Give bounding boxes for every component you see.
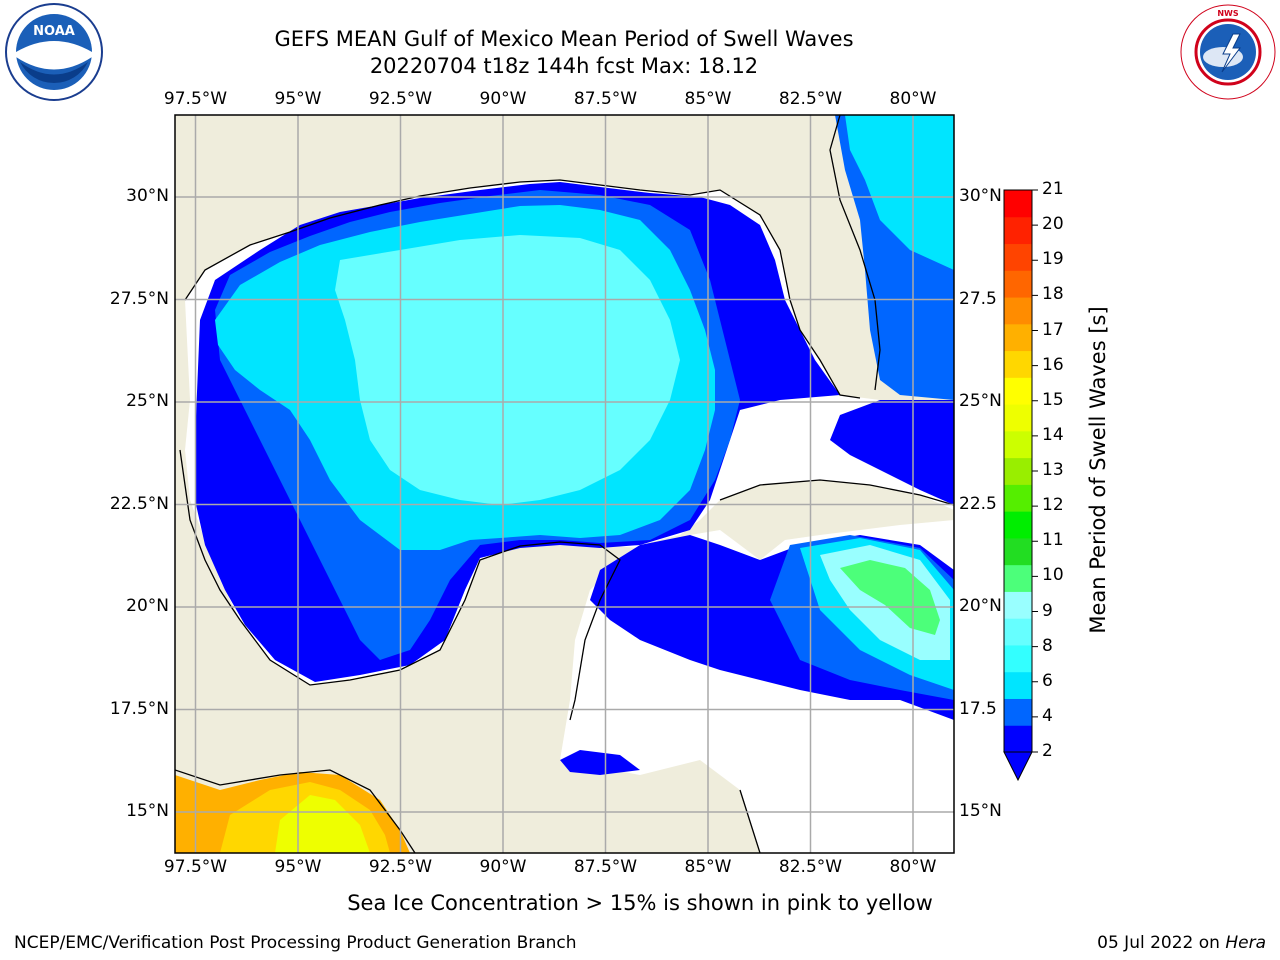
colorbar-tick-label: 17 — [1042, 319, 1064, 340]
colorbar-tick-label: 18 — [1042, 284, 1064, 305]
lat-tick-label-left: 20°N — [126, 596, 169, 616]
colorbar-tick-label: 9 — [1042, 600, 1053, 621]
colorbar-tick-label: 4 — [1042, 705, 1053, 726]
colorbar-tick-label: 8 — [1042, 635, 1053, 656]
sea-ice-caption: Sea Ice Concentration > 15% is shown in … — [347, 891, 933, 915]
svg-text:NOAA: NOAA — [33, 24, 75, 39]
coastline — [175, 115, 954, 853]
lon-tick-label-bot: 97.5°W — [163, 857, 228, 877]
lat-tick-label-left: 30°N — [126, 186, 169, 206]
colorbar-segment — [1004, 430, 1032, 459]
colorbar-segment — [1004, 404, 1032, 432]
lon-tick-label-top: 80°W — [889, 89, 937, 109]
colorbar-segment — [1004, 297, 1032, 325]
colorbar-tick-label: 10 — [1042, 565, 1064, 586]
footer-host: Hera — [1225, 933, 1266, 953]
lat-lon-grid — [175, 115, 954, 853]
map-subtitle: 20220704 t18z 144h fcst Max: 18.12 — [369, 54, 759, 78]
lon-tick-label-top: 90°W — [479, 89, 527, 109]
colorbar-segment — [1004, 644, 1032, 673]
colorbar-segment — [1004, 671, 1032, 699]
colorbar-tick-label: 14 — [1042, 424, 1064, 445]
colorbar-segment — [1004, 190, 1032, 218]
lat-tick-label-left: 27.5°N — [109, 288, 169, 309]
colorbar-segment — [1004, 270, 1032, 298]
colorbar-segment — [1004, 591, 1032, 619]
lat-tick-label-right: 20°N — [959, 596, 1002, 616]
colorbar-segment — [1004, 377, 1032, 405]
colorbar-segment — [1004, 457, 1032, 485]
lon-tick-label-bot: 95°W — [274, 857, 322, 877]
colorbar-tick-label: 15 — [1042, 389, 1064, 410]
colorbar-tick-label: 2 — [1042, 741, 1053, 761]
footer-date: 05 Jul 2022 on Hera — [1097, 933, 1266, 953]
colorbar-tick-label: 6 — [1042, 670, 1053, 691]
colorbar-tick-label: 13 — [1042, 460, 1064, 480]
lat-tick-label-right: 22.5 — [959, 493, 997, 514]
lon-tick-label-top: 97.5°W — [163, 89, 228, 109]
swell-region-8-9s — [335, 235, 680, 505]
colorbar-label: Mean Period of Swell Waves [s] — [1086, 306, 1110, 634]
map-frame — [174, 114, 955, 854]
colorbar-segment — [1004, 484, 1032, 512]
lon-tick-label-bot: 90°W — [479, 857, 527, 877]
lat-tick-label-right: 30°N — [959, 186, 1002, 206]
map-title: GEFS MEAN Gulf of Mexico Mean Period of … — [274, 27, 854, 51]
lon-tick-label-top: 87.5°W — [573, 89, 638, 109]
colorbar-tick-label: 21 — [1042, 179, 1064, 199]
colorbar-segment — [1004, 618, 1032, 646]
lon-tick-label-bot: 80°W — [889, 857, 937, 877]
nws-logo: NWS — [1180, 4, 1276, 100]
lat-tick-label-right: 27.5 — [959, 288, 997, 309]
colorbar-tick-label: 16 — [1042, 354, 1064, 375]
lon-tick-label-bot: 82.5°W — [778, 857, 843, 877]
lat-tick-label-right: 17.5 — [959, 698, 997, 719]
colorbar-segment — [1004, 243, 1032, 271]
swell-region-atlantic-inner — [845, 115, 954, 270]
lon-tick-label-top: 82.5°W — [778, 89, 843, 109]
lat-tick-label-left: 17.5°N — [109, 698, 169, 719]
colorbar-tick-label: 19 — [1042, 249, 1064, 270]
lon-tick-label-bot: 85°W — [684, 857, 732, 877]
lon-tick-label-top: 85°W — [684, 89, 732, 109]
colorbar-segment — [1004, 216, 1032, 245]
lat-tick-label-right: 25°N — [959, 391, 1002, 411]
colorbar-segment — [1004, 537, 1032, 566]
lon-tick-label-bot: 87.5°W — [573, 857, 638, 877]
colorbar — [1003, 189, 1038, 782]
noaa-logo: NOAA — [5, 3, 103, 101]
lon-tick-label-bot: 92.5°W — [368, 857, 433, 877]
svg-text:NWS: NWS — [1217, 9, 1239, 18]
colorbar-segment — [1004, 698, 1032, 726]
swell-region-yucatan-channel — [560, 750, 640, 775]
colorbar-segment — [1004, 564, 1032, 592]
lat-tick-label-right: 15°N — [959, 801, 1002, 821]
colorbar-segment — [1004, 323, 1032, 352]
lat-tick-label-left: 25°N — [126, 391, 169, 411]
lat-tick-label-left: 22.5°N — [109, 493, 169, 514]
colorbar-tick-label: 11 — [1042, 530, 1064, 551]
colorbar-tick-label: 20 — [1042, 214, 1064, 235]
footer-branch: NCEP/EMC/Verification Post Processing Pr… — [14, 933, 577, 953]
lon-tick-label-top: 95°W — [274, 89, 322, 109]
lon-tick-label-top: 92.5°W — [368, 89, 433, 109]
colorbar-extend-arrow — [1003, 751, 1033, 782]
swell-region-9-10s — [840, 560, 940, 635]
colorbar-segment — [1004, 350, 1032, 378]
lat-tick-label-left: 15°N — [126, 801, 169, 821]
colorbar-segment — [1004, 725, 1032, 753]
swell-region-east — [830, 400, 954, 505]
colorbar-tick-label: 12 — [1042, 495, 1064, 516]
colorbar-segment — [1004, 511, 1032, 539]
